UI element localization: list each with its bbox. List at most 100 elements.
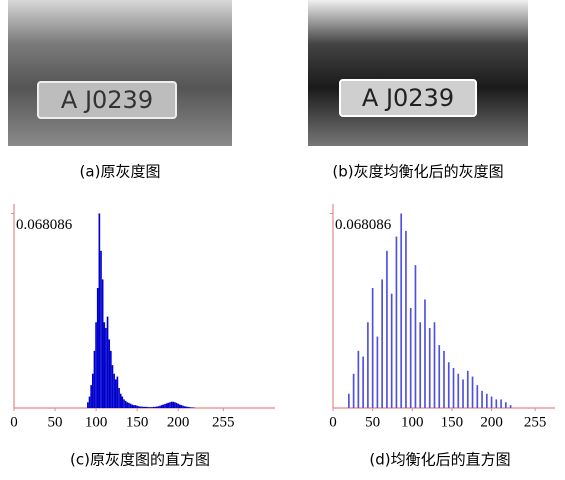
bar: [481, 391, 483, 408]
plate-text: A J0239: [362, 84, 454, 112]
bar: [448, 362, 450, 408]
bar: [429, 328, 431, 408]
bar: [184, 406, 186, 408]
bar: [410, 308, 412, 408]
bar: [362, 357, 364, 408]
bar: [348, 394, 350, 408]
bar: [491, 397, 493, 408]
bar: [372, 288, 374, 408]
bar: [122, 397, 124, 408]
bar: [138, 406, 140, 408]
bar: [472, 377, 474, 408]
bar: [133, 405, 135, 408]
x-tick-label: 255: [212, 414, 235, 430]
bar: [99, 213, 101, 408]
caption: (b)灰度均衡化后的灰度图: [332, 163, 503, 181]
bar: [128, 403, 130, 408]
bar: [187, 407, 189, 408]
bar: [103, 322, 105, 408]
bar: [174, 402, 176, 408]
bar: [396, 237, 398, 408]
bar: [424, 299, 426, 408]
bar: [367, 322, 369, 408]
bar: [419, 322, 421, 408]
bar: [353, 374, 355, 408]
bar: [179, 405, 181, 408]
bar: [97, 288, 99, 408]
bar: [405, 231, 407, 408]
x-tick-label: 255: [524, 414, 547, 430]
bar: [189, 407, 191, 408]
bar: [141, 407, 143, 408]
bar: [457, 374, 459, 408]
bar: [486, 394, 488, 408]
bar: [131, 405, 133, 408]
bar: [94, 351, 96, 408]
bar: [108, 339, 110, 408]
x-tick-label: 50: [48, 414, 63, 430]
image-b: A J0239: [308, 0, 528, 146]
bar: [186, 407, 188, 408]
bar: [126, 402, 128, 408]
bar: [181, 405, 183, 408]
bar: [110, 351, 112, 408]
bar: [391, 294, 393, 408]
bar: [505, 402, 507, 408]
bar: [176, 403, 178, 408]
bar: [105, 328, 107, 408]
x-tick-label: 150: [126, 414, 149, 430]
caption: (a)原灰度图: [80, 163, 161, 181]
bar: [171, 402, 173, 408]
bar: [140, 407, 142, 408]
bar: [438, 345, 440, 408]
y-tick-label: 0.068086: [16, 217, 73, 233]
bar: [89, 397, 91, 408]
bar: [386, 251, 388, 408]
bar: [381, 279, 383, 408]
bar: [510, 405, 512, 408]
bar: [462, 379, 464, 408]
bar: [145, 407, 147, 408]
bar: [182, 406, 184, 408]
bar: [130, 404, 132, 408]
bar: [102, 279, 104, 408]
x-tick-label: 150: [441, 414, 464, 430]
bar: [163, 405, 165, 408]
bar: [190, 407, 192, 408]
bar: [415, 265, 417, 408]
x-tick-label: 0: [329, 414, 337, 430]
bar: [158, 406, 160, 408]
y-tick-label: 0.068086: [335, 217, 392, 233]
bar: [495, 399, 497, 408]
bar: [135, 405, 137, 408]
bar: [177, 404, 179, 408]
x-tick-label: 50: [365, 414, 380, 430]
bar: [159, 406, 161, 408]
bar: [153, 407, 155, 408]
bar: [90, 385, 92, 408]
bar: [434, 322, 436, 408]
x-tick-label: 200: [480, 414, 503, 430]
bar: [169, 402, 171, 408]
bar: [117, 377, 119, 408]
x-tick-label: 100: [401, 414, 424, 430]
caption: (c)原灰度图的直方图: [70, 451, 210, 469]
x-tick-label: 200: [167, 414, 190, 430]
bar: [172, 402, 174, 408]
bar: [476, 385, 478, 408]
x-tick-label: 0: [10, 414, 18, 430]
bar: [148, 407, 150, 408]
x-tick-label: 100: [85, 414, 108, 430]
bar: [164, 404, 166, 408]
bar: [377, 337, 379, 408]
bar: [400, 213, 402, 408]
bar: [100, 251, 102, 408]
bar: [156, 407, 158, 408]
bar: [87, 402, 89, 408]
bar: [120, 394, 122, 408]
bar: [143, 407, 145, 408]
bar: [146, 407, 148, 408]
bar: [500, 399, 502, 408]
bar: [154, 407, 156, 408]
